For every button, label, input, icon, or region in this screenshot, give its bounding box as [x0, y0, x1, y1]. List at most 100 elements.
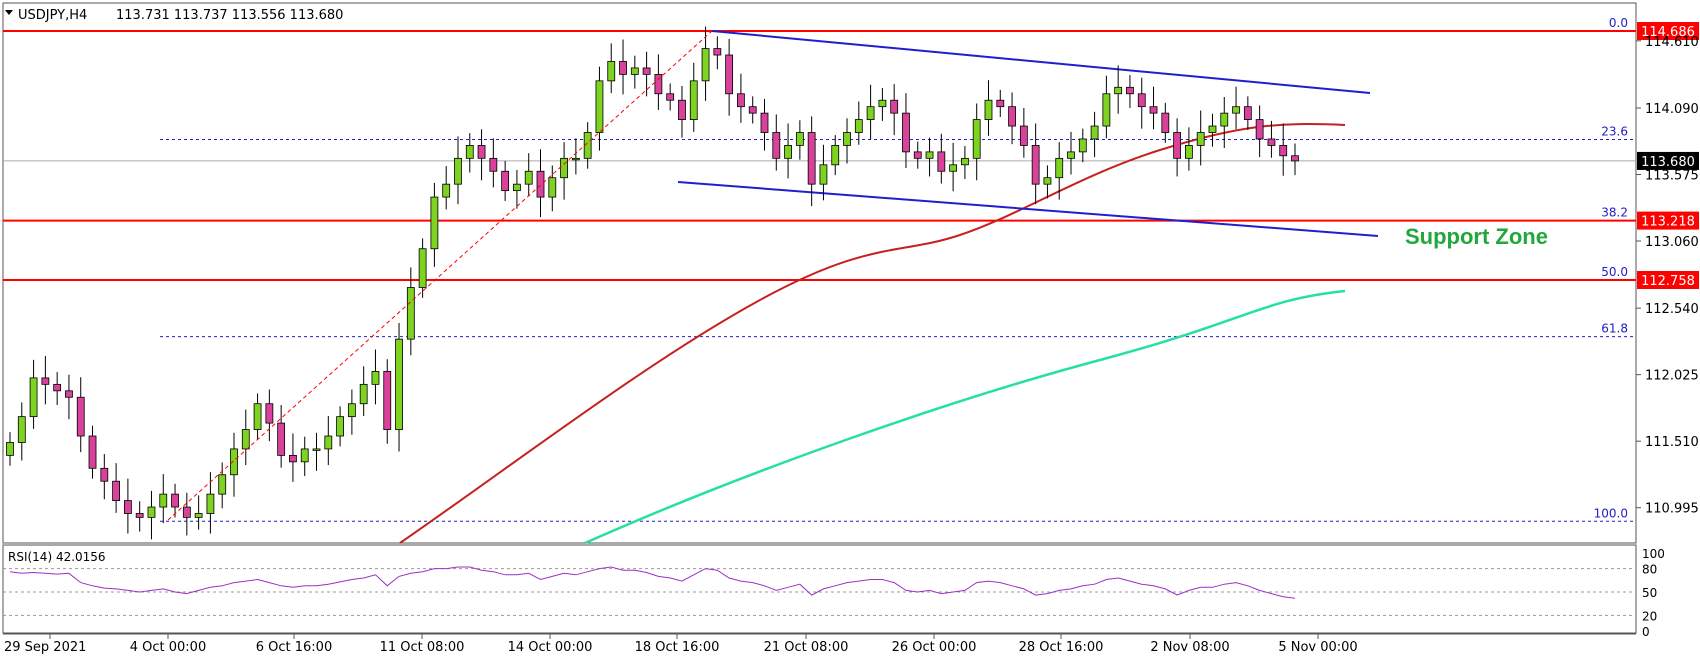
candle-body [642, 67, 651, 75]
descending-channel [677, 30, 1379, 237]
rsi-axis-label: 80 [1642, 563, 1657, 577]
candle-body [206, 493, 215, 514]
candle-body [1243, 106, 1252, 120]
main-panel-frame [2, 2, 1637, 544]
candle-body [807, 132, 816, 185]
candle-body [1137, 93, 1146, 108]
candle-body [100, 467, 109, 482]
candle-body [713, 48, 722, 56]
chart-header-symbol: USDJPY,H4 [18, 8, 87, 23]
candle-body [536, 170, 545, 198]
candle-body [595, 80, 604, 133]
candle-body [430, 196, 439, 250]
price-tag-label: 113.218 [1641, 215, 1695, 230]
x-tick-label: 6 Oct 16:00 [256, 640, 332, 655]
x-tick-label: 29 Sep 2021 [4, 640, 86, 655]
y-tick-label: 112.025 [1645, 369, 1699, 384]
candle-body [477, 145, 486, 159]
candle-body [725, 54, 734, 95]
current-price-tag [1637, 151, 1699, 170]
candle-body [1208, 125, 1217, 133]
fib-trend-line [167, 30, 713, 521]
candle-body [666, 93, 675, 101]
candle-body [1078, 138, 1087, 153]
y-tick-label: 110.995 [1645, 502, 1699, 517]
fib-label: 100.0 [1594, 506, 1628, 520]
candle-body [925, 151, 934, 159]
x-tick-label: 11 Oct 08:00 [380, 640, 465, 655]
candle-body [984, 99, 993, 120]
candle-body [182, 506, 191, 518]
candle-body [1232, 106, 1240, 114]
price-tag [1637, 271, 1699, 289]
horizontal-levels: 114.686 113.218 112.758 113.680 [3, 22, 1699, 289]
candle-body [1173, 132, 1182, 159]
rsi-label: RSI(14) 42.0156 [8, 550, 106, 564]
candle-body [1291, 155, 1299, 162]
candle-body [1067, 151, 1075, 159]
candle-body [194, 513, 203, 518]
channel-upper-line [711, 30, 1371, 94]
candle-body [41, 377, 50, 385]
candle-body [159, 493, 168, 508]
candle-body [701, 48, 710, 82]
candle-body [1196, 132, 1205, 146]
candle-body [230, 448, 238, 476]
candle-body [866, 106, 875, 120]
candle-body [784, 145, 792, 159]
candle-body [819, 164, 828, 185]
candle-body [760, 112, 769, 133]
candle-body [1184, 145, 1193, 159]
candle-body [1031, 145, 1040, 185]
candle-body [289, 454, 297, 463]
candle-body [913, 151, 922, 159]
chart-header-ohlc: 113.731 113.737 113.556 113.680 [116, 8, 343, 23]
candle-body [383, 371, 392, 430]
candle-body [135, 513, 144, 518]
x-tick-label: 14 Oct 00:00 [508, 640, 593, 655]
collapse-arrow-icon[interactable] [5, 10, 13, 15]
candle-body [489, 157, 498, 172]
candle-body [854, 119, 863, 133]
fib-label: 0.0 [1609, 16, 1628, 30]
candles [6, 26, 1299, 540]
candle-body [395, 338, 403, 430]
fib-label: 23.6 [1601, 124, 1628, 138]
x-tick-label: 4 Oct 00:00 [130, 640, 206, 655]
candle-body [1149, 106, 1158, 114]
candle-body [88, 435, 97, 469]
candle-body [1161, 112, 1170, 133]
candle-body [961, 157, 969, 166]
candle-body [253, 403, 262, 430]
candle-body [465, 145, 474, 159]
candle-body [171, 493, 179, 508]
candle-body [1114, 86, 1123, 95]
candle-body [795, 132, 804, 146]
candle-body [890, 99, 899, 114]
y-tick-label: 113.575 [1645, 168, 1699, 183]
candle-body [501, 170, 510, 192]
candle-body [324, 435, 333, 450]
rsi-axis-label: 20 [1642, 609, 1657, 623]
candle-body [123, 500, 132, 514]
candle-body [1267, 138, 1276, 146]
candle-body [65, 390, 73, 398]
candle-body [1220, 112, 1229, 127]
rsi-axis-label: 100 [1642, 547, 1665, 561]
candle-body [878, 99, 887, 108]
candle-body [1126, 86, 1134, 95]
candle-body [300, 448, 309, 463]
candle-body [619, 61, 627, 75]
candle-body [831, 145, 840, 166]
candle-body [359, 383, 368, 405]
candle-body [17, 416, 26, 443]
x-tick-label: 28 Oct 16:00 [1019, 640, 1104, 655]
price-tag [1637, 22, 1699, 40]
candle-body [241, 429, 250, 450]
candle-body [218, 474, 227, 495]
rsi-axis-label: 0 [1642, 625, 1650, 639]
price-tag-label: 112.758 [1641, 274, 1695, 289]
candle-body [737, 93, 745, 108]
candle-body [112, 480, 121, 501]
